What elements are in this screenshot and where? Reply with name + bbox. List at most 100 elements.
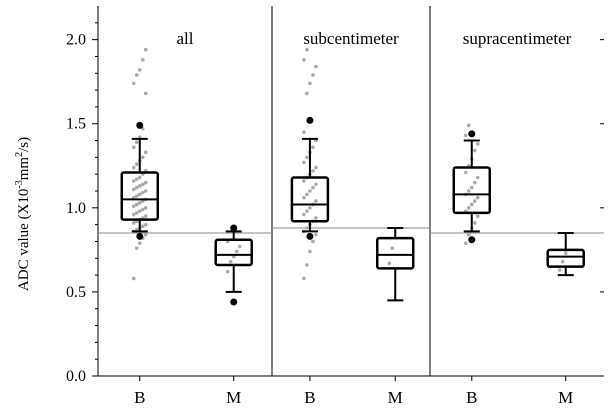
category-label: M (388, 388, 403, 407)
y-tick-label: 2.0 (66, 32, 86, 49)
data-point (557, 268, 562, 272)
data-point (387, 261, 392, 266)
box-group-B: B (290, 47, 330, 407)
data-point (311, 239, 315, 244)
y-axis: 0.0 0.5 1.0 1.5 2.0 (66, 6, 604, 385)
data-point (134, 194, 139, 198)
data-point (137, 184, 142, 188)
data-point (140, 207, 145, 212)
data-point (134, 202, 139, 207)
data-point (305, 209, 309, 213)
data-point (463, 241, 468, 245)
data-point (311, 73, 315, 77)
data-point (305, 91, 309, 96)
data-point (472, 221, 477, 225)
y-tick-label: 0.5 (66, 284, 86, 301)
data-point (143, 222, 148, 227)
outlier-point (136, 232, 144, 240)
box-group-M: M (214, 224, 253, 407)
data-point (466, 189, 471, 193)
category-label: B (304, 388, 315, 407)
data-point (137, 68, 142, 72)
panel-title: all (177, 29, 194, 48)
data-point (314, 64, 318, 69)
category-label: B (134, 388, 145, 407)
data-point (302, 179, 306, 183)
data-point (134, 177, 139, 182)
data-point (302, 212, 306, 217)
data-point (302, 130, 306, 134)
data-point (305, 47, 309, 52)
y-tick-label: 1.0 (66, 200, 86, 217)
data-point (131, 221, 136, 225)
category-label: M (226, 388, 241, 407)
panel-1: subcentimeter B M (272, 6, 431, 407)
data-point (131, 81, 136, 86)
data-point (314, 216, 318, 220)
data-point (131, 179, 136, 183)
data-point (308, 189, 312, 193)
y-tick-label: 1.5 (66, 116, 86, 133)
data-point (143, 206, 148, 210)
data-point (390, 246, 395, 250)
data-point (308, 81, 312, 86)
panel-2: supracentimeter B M (430, 29, 604, 407)
outlier-point (468, 130, 476, 138)
data-point (140, 190, 145, 195)
outlier-point (468, 236, 476, 244)
data-point (475, 175, 480, 180)
data-point (140, 155, 145, 160)
panel-title: supracentimeter (463, 29, 572, 48)
data-point (305, 263, 309, 267)
data-point (137, 200, 142, 205)
iqr-box (452, 166, 492, 215)
panel-title: subcentimeter (303, 29, 399, 48)
data-point (466, 232, 471, 237)
box-group-B: B (452, 123, 492, 407)
data-point (131, 276, 136, 281)
iqr-box (120, 171, 160, 221)
iqr-box (375, 236, 415, 270)
category-label: B (466, 388, 477, 407)
data-point (228, 259, 233, 264)
data-point (237, 244, 242, 249)
data-point (134, 162, 139, 166)
outlier-point (136, 121, 144, 129)
data-point (234, 249, 239, 254)
category-label: M (558, 388, 573, 407)
panel-0: all B M (98, 6, 273, 407)
data-point (311, 185, 315, 190)
data-point (475, 214, 480, 219)
data-point (469, 185, 474, 190)
data-point (308, 249, 312, 254)
outlier-point (306, 116, 314, 124)
data-point (137, 209, 142, 213)
data-point (305, 226, 309, 230)
data-point (143, 91, 148, 96)
data-point (134, 185, 139, 190)
iqr-box (290, 176, 330, 223)
data-point (143, 150, 148, 155)
data-point (302, 195, 306, 200)
data-point (308, 206, 312, 210)
data-point (137, 192, 142, 197)
data-point (472, 180, 477, 185)
data-point (134, 73, 139, 77)
outlier-point (230, 298, 238, 306)
data-point (305, 192, 309, 197)
data-point (314, 182, 318, 187)
data-point (302, 58, 306, 62)
data-point (131, 165, 136, 170)
data-point (472, 148, 477, 153)
data-point (466, 123, 471, 128)
iqr-box (546, 248, 585, 268)
data-point (311, 145, 315, 150)
data-point (140, 182, 145, 187)
y-axis-title: ADC value (X10-3mm2/s) (14, 137, 32, 291)
data-point (140, 224, 145, 229)
outlier-point (306, 232, 314, 240)
data-point (472, 199, 477, 203)
data-point (314, 199, 318, 203)
data-point (305, 155, 309, 160)
